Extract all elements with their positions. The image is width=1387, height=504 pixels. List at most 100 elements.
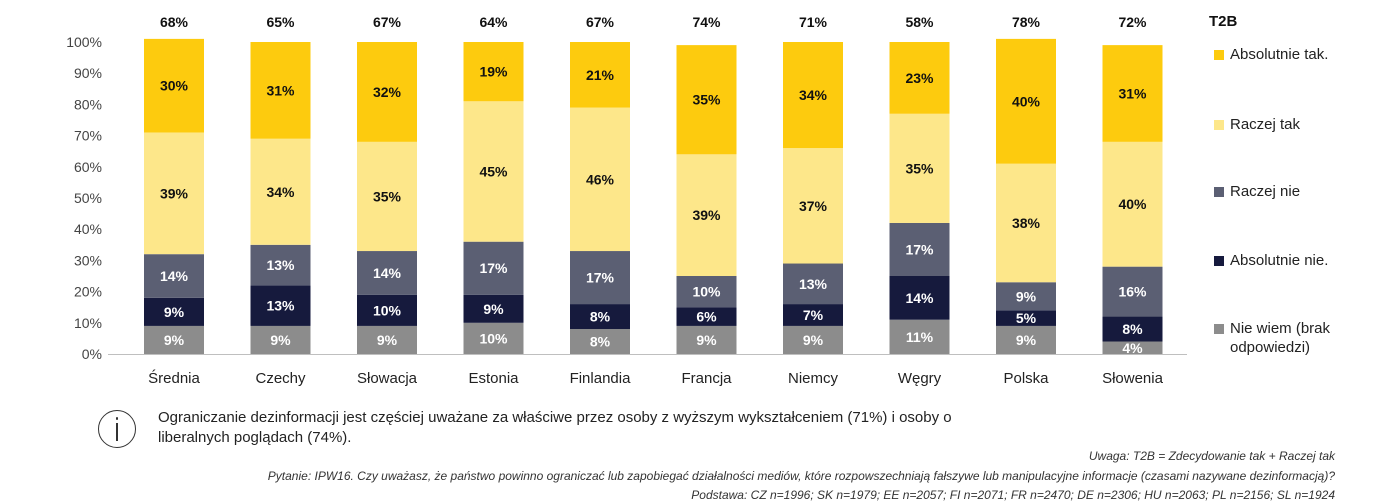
y-tick-label: 30% [74, 252, 102, 268]
bar-value-label: 9% [483, 301, 504, 317]
bar-value-label: 40% [1012, 93, 1041, 109]
bar-segment [144, 325, 204, 354]
t2b-value: 78% [1012, 14, 1041, 30]
bar-segment [783, 42, 843, 149]
y-tick-label: 70% [74, 128, 102, 144]
bar-segment [996, 38, 1056, 164]
bar-value-label: 35% [373, 188, 402, 204]
bar-value-label: 9% [377, 332, 398, 348]
x-tick-label: Węgry [898, 370, 942, 387]
bar-value-label: 31% [266, 82, 295, 98]
bar-value-label: 9% [270, 332, 291, 348]
bar-segment [1102, 45, 1163, 142]
bar-value-label: 8% [1122, 321, 1143, 337]
bar-value-label: 9% [164, 332, 185, 348]
bar-value-label: 14% [160, 268, 189, 284]
bar-value-label: 7% [803, 307, 824, 323]
bar-value-label: 14% [373, 265, 402, 281]
legend-label: Raczej nie [1230, 183, 1301, 200]
info-text: Ograniczanie dezinformacji jest częściej… [158, 409, 952, 446]
legend-swatch [1214, 324, 1224, 334]
bar-value-label: 11% [906, 329, 934, 345]
bar-value-label: 39% [692, 207, 721, 223]
bar-value-label: 10% [479, 330, 508, 346]
x-tick-label: Estonia [468, 370, 519, 387]
bar-value-label: 9% [696, 332, 717, 348]
t2b-value: 58% [905, 14, 934, 30]
bar-segment [996, 282, 1056, 311]
bar-value-label: 37% [799, 198, 828, 214]
bar-value-label: 32% [373, 84, 402, 100]
bar-segment [570, 329, 630, 354]
bar-value-label: 17% [586, 270, 615, 286]
bar-value-label: 34% [799, 87, 828, 103]
x-tick-label: Średnia [148, 369, 200, 387]
y-tick-label: 10% [74, 315, 102, 331]
bar-segment [357, 325, 417, 354]
bar-segment [889, 276, 950, 320]
bar-segment [250, 285, 311, 326]
bar-segment [783, 325, 843, 354]
legend-label: Raczej tak [1230, 116, 1301, 133]
t2b-value: 74% [692, 14, 721, 30]
t2b-value: 68% [160, 14, 189, 30]
y-tick-label: 50% [74, 190, 102, 206]
y-tick-label: 20% [74, 284, 102, 300]
legend-swatch [1214, 187, 1224, 197]
bar-segment [357, 42, 417, 142]
bar-value-label: 46% [586, 171, 615, 187]
t2b-value: 64% [479, 14, 508, 30]
bar-value-label: 30% [160, 78, 189, 94]
legend-swatch [1214, 120, 1224, 130]
bar-value-label: 13% [799, 276, 828, 292]
x-tick-label: Finlandia [570, 370, 632, 387]
bar-segment [570, 107, 630, 252]
bar-value-label: 17% [479, 260, 508, 276]
x-tick-label: Francja [681, 370, 732, 387]
y-tick-label: 40% [74, 221, 102, 237]
bar-value-label: 35% [905, 160, 934, 176]
bar-value-label: 8% [590, 309, 611, 325]
bar-segment [463, 294, 524, 323]
bar-segment [676, 45, 737, 155]
x-tick-label: Słowacja [357, 370, 418, 387]
t2b-value: 67% [373, 14, 402, 30]
bar-segment [357, 141, 417, 252]
bar-value-label: 9% [803, 332, 824, 348]
legend-label: Absolutnie tak. [1230, 46, 1329, 63]
bar-segment [463, 322, 524, 354]
legend-label: Absolutnie nie. [1230, 252, 1329, 269]
bar-segment [144, 254, 204, 298]
bar-value-label: 10% [692, 284, 721, 300]
bar-segment [357, 251, 417, 295]
bar-segment [250, 325, 311, 354]
bar-value-label: 21% [586, 67, 615, 83]
x-tick-label: Czechy [255, 370, 306, 387]
info-icon [98, 410, 136, 448]
bar-segment [250, 138, 311, 245]
bar-value-label: 13% [266, 257, 295, 273]
bar-value-label: 4% [1122, 340, 1143, 356]
t2b-value: 71% [799, 14, 828, 30]
bar-segment [783, 263, 843, 305]
bar-segment [676, 325, 737, 354]
bar-segment [570, 304, 630, 330]
legend-swatch [1214, 256, 1224, 266]
bar-segment [889, 113, 950, 223]
bar-value-label: 45% [479, 163, 508, 179]
bar-value-label: 10% [373, 302, 402, 318]
bar-segment [676, 307, 737, 326]
bar-segment [676, 154, 737, 276]
bar-segment [250, 42, 311, 139]
bar-value-label: 35% [692, 92, 721, 108]
bar-segment [1102, 341, 1163, 354]
bar-value-label: 5% [1016, 310, 1037, 326]
bar-value-label: 31% [1118, 85, 1147, 101]
bar-value-label: 23% [905, 70, 934, 86]
t2b-value: 65% [266, 14, 295, 30]
bar-value-label: 14% [905, 290, 934, 306]
bar-segment [463, 241, 524, 295]
bar-value-label: 34% [266, 184, 295, 200]
bar-segment [996, 325, 1056, 354]
bar-value-label: 38% [1012, 215, 1041, 231]
